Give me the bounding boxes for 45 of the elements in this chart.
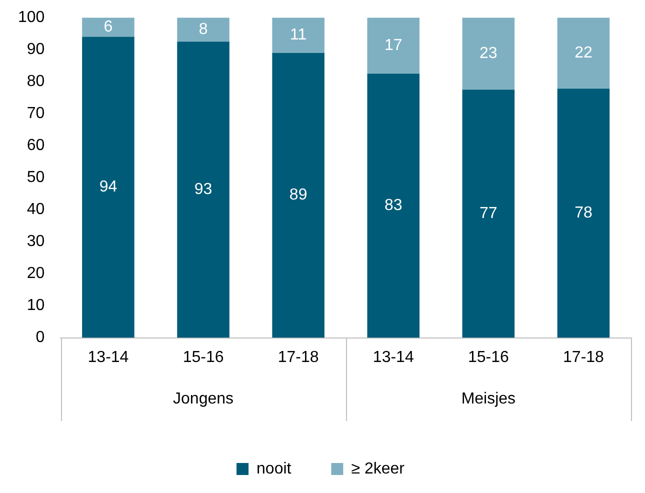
data-label: 22 [574,44,592,62]
data-label: 77 [480,205,498,222]
data-label: 6 [104,18,113,36]
y-tick-label: 70 [26,105,45,122]
bar [367,74,420,338]
text: Meisjes [461,390,516,408]
bar [557,88,610,338]
data-label: 89 [289,186,308,204]
y-tick-label: 60 [26,137,45,154]
bar [367,18,420,74]
bar [177,18,230,42]
bar [462,18,515,90]
bar [462,90,515,338]
x-tick-label: 13-14 [88,348,129,366]
y-tick-label: 10 [26,297,45,314]
bar [272,18,324,53]
x-tick-label: 13-14 [372,348,414,366]
y-tick-label: 40 [26,201,45,218]
data-label: 11 [290,26,307,44]
bar [82,18,134,37]
x-tick-label: 15-16 [468,348,509,366]
y-tick-label: 50 [26,169,45,186]
bar [557,18,610,89]
x-tick-label: 15-16 [182,348,224,366]
text: Jongens [173,390,234,408]
y-tick-label: 80 [26,73,45,90]
data-label: 17 [384,37,402,54]
data-label: 94 [99,178,118,196]
y-tick-label: 100 [18,9,45,26]
y-tick-label: 0 [36,329,45,346]
data-label: 93 [194,181,212,198]
data-label: 83 [384,197,402,214]
x-tick-label: 17-18 [563,348,604,366]
bar [272,52,324,338]
legend-label: nooit [256,460,292,478]
data-label: 8 [198,21,208,38]
y-tick-label: 30 [26,233,45,250]
legend-label: ≥ 2keer [351,460,406,478]
y-tick-label: 20 [26,265,45,282]
y-tick-label: 90 [26,41,45,58]
bar [177,42,230,338]
bar [82,36,134,338]
data-label: 23 [480,45,498,62]
x-tick-label: 17-18 [278,348,319,366]
data-label: 78 [574,204,592,222]
